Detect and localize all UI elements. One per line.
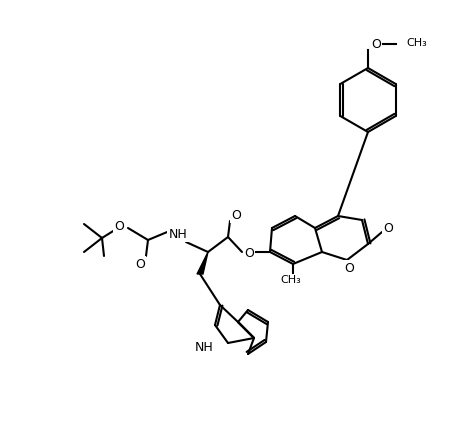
Text: O: O	[371, 37, 381, 51]
Polygon shape	[197, 252, 208, 274]
Text: O: O	[231, 209, 241, 222]
Text: CH₃: CH₃	[406, 38, 427, 48]
Text: O: O	[114, 219, 124, 233]
Text: NH: NH	[195, 341, 214, 353]
Text: O: O	[344, 262, 354, 274]
Text: NH: NH	[169, 227, 188, 241]
Text: O: O	[244, 246, 254, 259]
Text: CH₃: CH₃	[280, 275, 301, 285]
Text: O: O	[383, 222, 393, 234]
Text: O: O	[135, 258, 145, 270]
